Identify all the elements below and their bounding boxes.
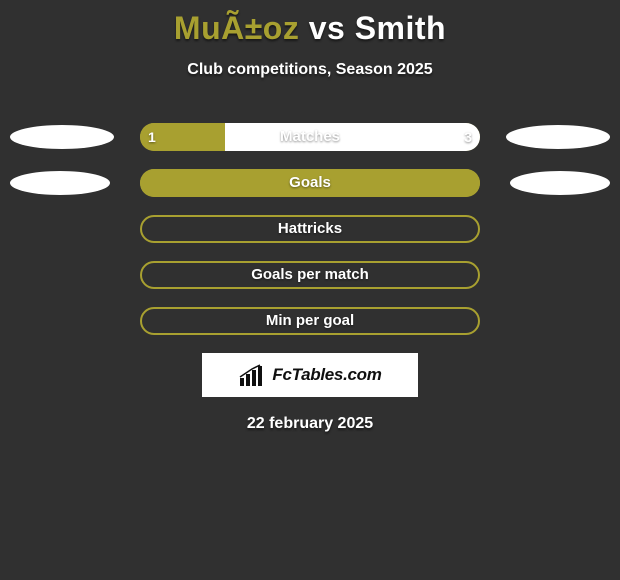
player2-badge <box>506 125 610 149</box>
title-vs: vs <box>309 10 346 46</box>
page-title: MuÃ±oz vs Smith <box>0 0 620 47</box>
bar-player1 <box>140 169 480 197</box>
player1-badge <box>10 171 110 195</box>
stat-row: Hattricks <box>0 215 620 243</box>
bar-player2 <box>225 123 480 151</box>
brand-text: FcTables.com <box>272 365 381 385</box>
stat-value-player1: 1 <box>148 123 156 151</box>
brand-chart-icon <box>238 364 266 386</box>
title-player1: MuÃ±oz <box>174 10 299 46</box>
title-player2: Smith <box>355 10 446 46</box>
stat-bar <box>140 261 480 289</box>
stat-row: Min per goal <box>0 307 620 335</box>
stat-bar <box>140 123 480 151</box>
stat-bar <box>140 307 480 335</box>
comparison-rows: Matches13GoalsHattricksGoals per matchMi… <box>0 123 620 335</box>
stat-row: Goals <box>0 169 620 197</box>
date-label: 22 february 2025 <box>0 415 620 433</box>
stat-bar <box>140 215 480 243</box>
stat-row: Matches13 <box>0 123 620 151</box>
player1-badge <box>10 125 114 149</box>
stat-row: Goals per match <box>0 261 620 289</box>
subtitle: Club competitions, Season 2025 <box>0 61 620 79</box>
stat-value-player2: 3 <box>464 123 472 151</box>
player2-badge <box>510 171 610 195</box>
brand-box: FcTables.com <box>202 353 418 397</box>
stat-bar <box>140 169 480 197</box>
